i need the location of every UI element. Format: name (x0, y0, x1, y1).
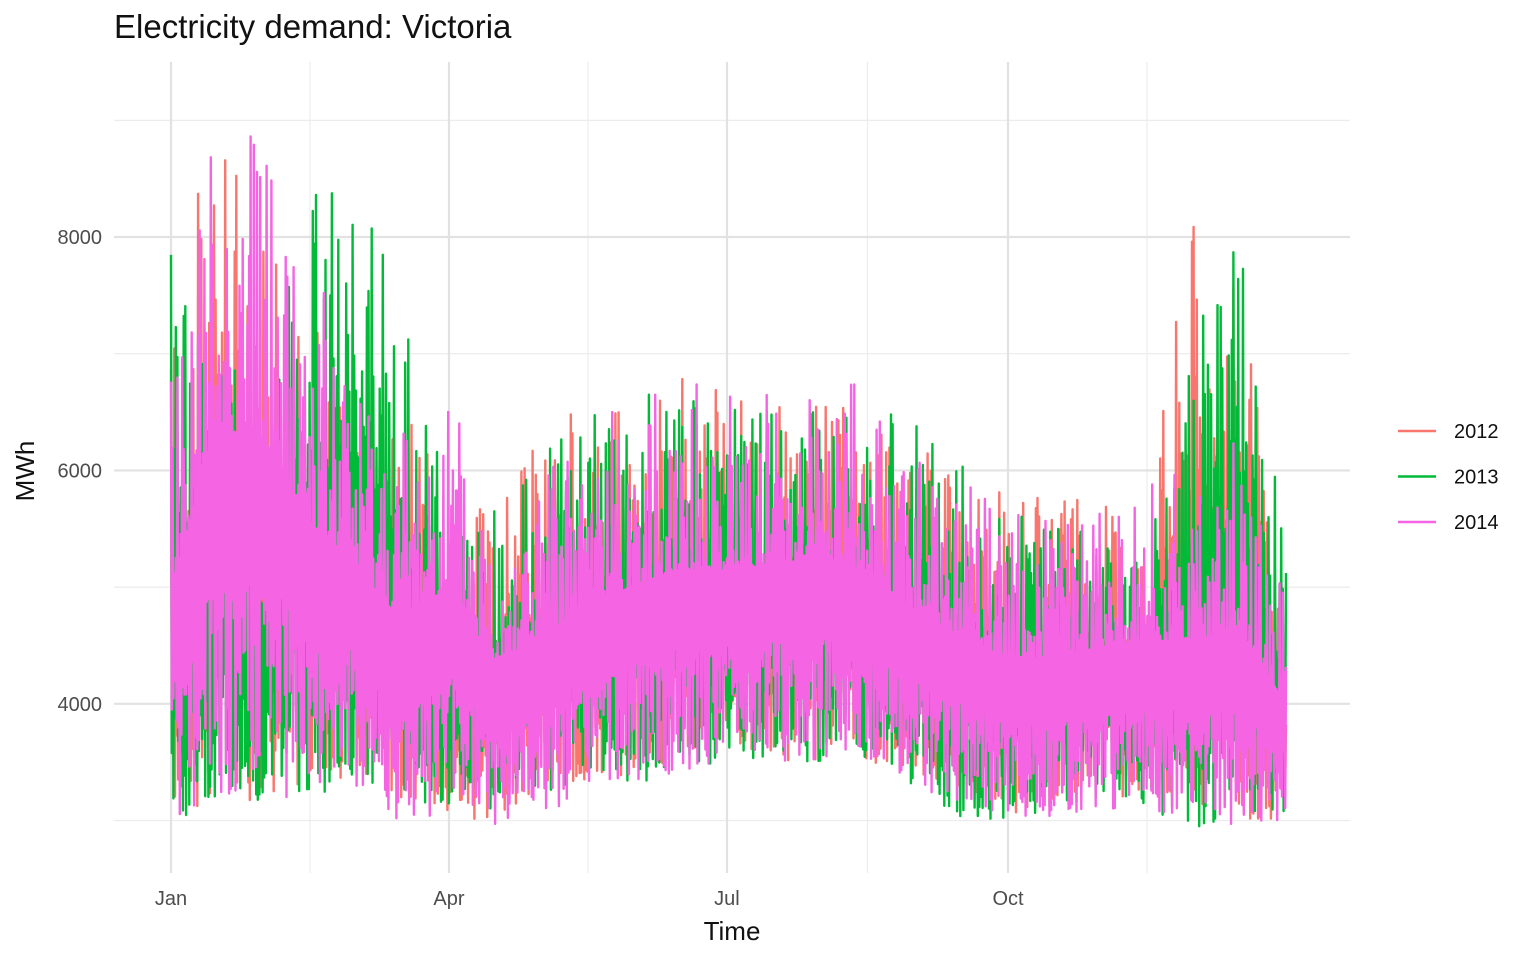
y-axis-ticks: 4000 6000 8000 (58, 227, 103, 716)
x-axis-ticks: Jan Apr Jul Oct (155, 888, 1024, 910)
y-tick-label: 6000 (58, 460, 103, 482)
x-tick-label: Jul (714, 888, 740, 910)
x-tick-label: Oct (992, 888, 1024, 910)
series-line-2014 (169, 135, 1288, 826)
y-tick-label: 8000 (58, 227, 103, 249)
legend-label-2012: 2012 (1454, 421, 1499, 443)
chart-title: Electricity demand: Victoria (114, 8, 512, 45)
x-tick-label: Jan (155, 888, 187, 910)
x-axis-title: Time (704, 916, 761, 946)
legend-label-2014: 2014 (1454, 512, 1499, 534)
y-tick-label: 4000 (58, 694, 103, 716)
x-tick-label: Apr (433, 888, 464, 910)
y-axis-title: MWh (10, 441, 40, 502)
series-layer (169, 135, 1288, 828)
legend-label-2013: 2013 (1454, 467, 1499, 489)
legend: 2012 2013 2014 (1398, 421, 1499, 534)
